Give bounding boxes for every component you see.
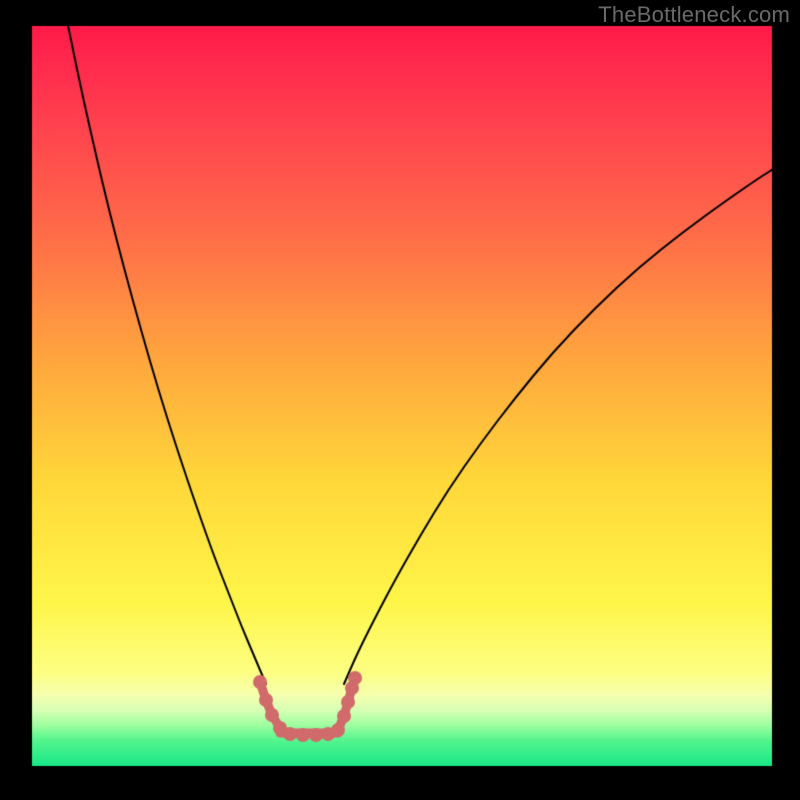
chart-stage: TheBottleneck.com: [0, 0, 800, 800]
watermark-text: TheBottleneck.com: [598, 2, 790, 28]
bottleneck-chart-canvas: [0, 0, 800, 800]
